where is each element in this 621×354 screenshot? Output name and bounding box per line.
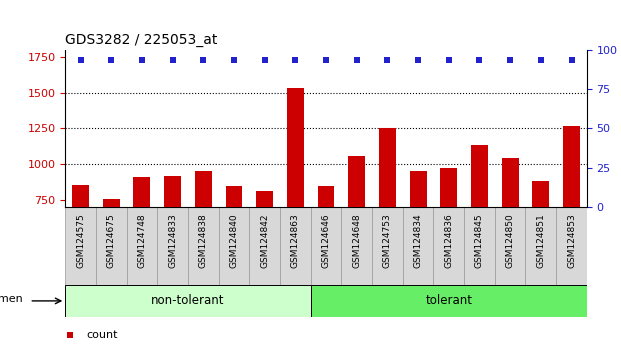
Text: GSM124753: GSM124753 <box>383 213 392 268</box>
Bar <box>127 207 157 285</box>
Bar <box>495 207 525 285</box>
Text: GSM124748: GSM124748 <box>137 213 147 268</box>
Bar <box>556 207 587 285</box>
Text: GSM124840: GSM124840 <box>230 213 238 268</box>
Bar <box>256 191 273 307</box>
Text: GSM124646: GSM124646 <box>322 213 330 268</box>
Text: GSM124850: GSM124850 <box>505 213 515 268</box>
Bar <box>219 207 249 285</box>
Bar <box>103 199 120 307</box>
Bar <box>403 207 433 285</box>
Text: GSM124833: GSM124833 <box>168 213 177 268</box>
Bar <box>195 171 212 307</box>
Bar <box>372 207 403 285</box>
Bar <box>72 185 89 307</box>
Bar <box>348 155 365 307</box>
Bar <box>440 168 457 307</box>
Bar <box>96 207 127 285</box>
Text: GSM124845: GSM124845 <box>475 213 484 268</box>
Bar <box>287 88 304 307</box>
Bar <box>502 158 519 307</box>
Bar <box>379 129 396 307</box>
Text: tolerant: tolerant <box>425 295 472 307</box>
Bar <box>563 126 580 307</box>
Bar <box>134 177 150 307</box>
Bar <box>471 145 488 307</box>
Bar <box>310 285 587 317</box>
Bar <box>410 171 427 307</box>
Text: GSM124836: GSM124836 <box>444 213 453 268</box>
Text: GSM124834: GSM124834 <box>414 213 422 268</box>
Bar <box>525 207 556 285</box>
Text: GSM124648: GSM124648 <box>352 213 361 268</box>
Bar <box>188 207 219 285</box>
Text: GSM124853: GSM124853 <box>567 213 576 268</box>
Bar <box>65 285 310 317</box>
Bar <box>464 207 495 285</box>
Text: non-tolerant: non-tolerant <box>151 295 225 307</box>
Text: GDS3282 / 225053_at: GDS3282 / 225053_at <box>65 33 217 47</box>
Bar <box>342 207 372 285</box>
Bar <box>433 207 464 285</box>
Text: GSM124675: GSM124675 <box>107 213 116 268</box>
Bar <box>532 181 549 307</box>
Text: GSM124575: GSM124575 <box>76 213 85 268</box>
Bar <box>280 207 310 285</box>
Text: GSM124851: GSM124851 <box>537 213 545 268</box>
Bar <box>225 186 242 307</box>
Bar <box>310 207 342 285</box>
Bar <box>317 186 335 307</box>
Text: GSM124863: GSM124863 <box>291 213 300 268</box>
Bar <box>157 207 188 285</box>
Text: GSM124842: GSM124842 <box>260 213 269 268</box>
Bar <box>249 207 280 285</box>
Bar <box>65 207 96 285</box>
Text: count: count <box>86 330 117 340</box>
Bar <box>164 176 181 307</box>
Text: specimen: specimen <box>0 294 23 304</box>
Text: GSM124838: GSM124838 <box>199 213 208 268</box>
